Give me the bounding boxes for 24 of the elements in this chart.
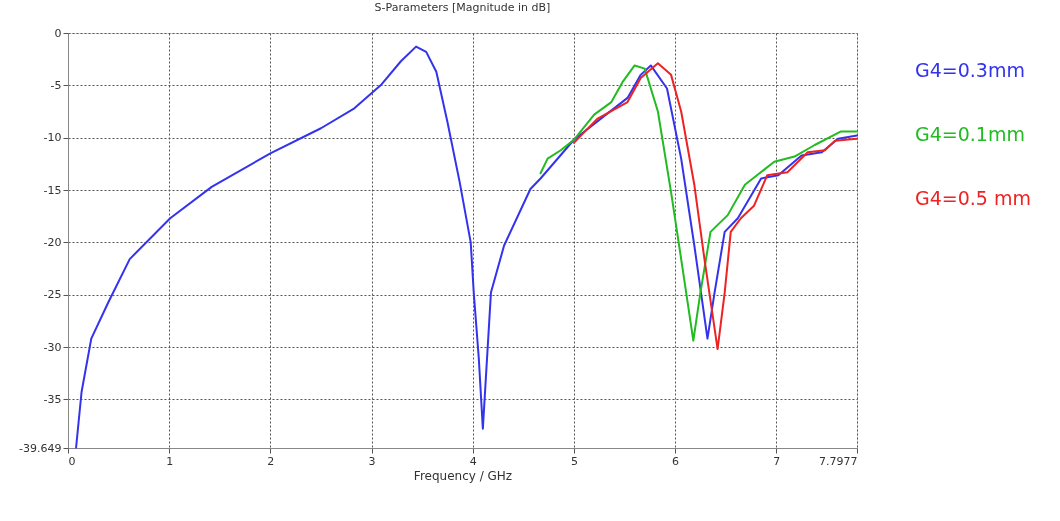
text: G4=0.3mm [915,59,1025,81]
x-tick-label: 7.7977 [819,454,858,468]
x-tick-label: 5 [570,454,578,468]
x-tick-label: 3 [368,454,376,468]
x-tick-label: 0 [68,454,76,468]
y-tick-label: -25 [43,288,62,302]
line-series [75,45,858,449]
y-tick-label: -5 [50,78,62,92]
y-tick-label: 0 [54,26,62,40]
text: G4=0.1mm [915,123,1025,145]
x-axis-title: Frequency / GHz [413,468,513,483]
y-tick-label: -20 [43,235,62,249]
chart-title: S-Parameters [Magnitude in dB] [374,1,551,14]
x-tick-label: 6 [672,454,680,468]
x-tick-label: 2 [267,454,275,468]
x-tick-label: 1 [166,454,174,468]
y-tick-label: -35 [43,392,62,406]
y-tick-label: -15 [43,183,62,197]
x-tick-label: 7 [773,454,781,468]
y-tick-label: -39.649 [19,441,62,455]
y-tick-label: -30 [43,340,62,354]
x-tick-label: 4 [469,454,477,468]
text: G4=0.5 mm [915,187,1032,209]
y-tick-label: -10 [43,131,62,145]
